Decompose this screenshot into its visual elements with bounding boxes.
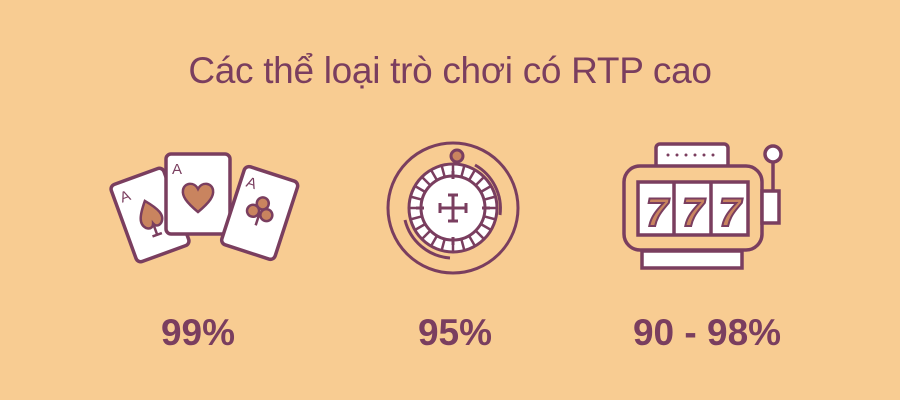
rtp-cards: 99%	[160, 312, 236, 353]
roulette-pocket-divider	[483, 195, 496, 201]
roulette-pocket-divider	[440, 165, 446, 178]
roulette-pocket-divider	[410, 195, 423, 201]
roulette-pocket-divider	[421, 176, 432, 187]
roulette-wheel-icon	[386, 141, 520, 275]
roulette-pocket-divider	[429, 169, 439, 181]
svg-text:A: A	[244, 174, 259, 193]
roulette-pocket-divider	[474, 229, 485, 240]
roulette-pocket-divider	[440, 238, 446, 251]
rtp-roulette: 95%	[417, 312, 493, 353]
roulette-pocket-divider	[414, 222, 426, 232]
roulette-pocket-divider	[460, 165, 466, 178]
roulette-pocket-divider	[414, 184, 426, 194]
playing-cards-icon: A A A	[109, 152, 300, 264]
roulette-pocket-divider	[467, 235, 477, 247]
roulette-pocket-divider	[460, 238, 466, 251]
card-heart: A	[164, 152, 232, 236]
svg-text:7: 7	[719, 191, 743, 235]
page-title: Các thể loại trò chơi có RTP cao	[188, 50, 712, 91]
slot-machine-icon: 7 7 7	[622, 142, 783, 270]
svg-text:7: 7	[646, 191, 670, 235]
card-club: A	[219, 164, 300, 262]
roulette-pocket-divider	[480, 222, 492, 232]
roulette-pocket-divider	[467, 169, 477, 181]
roulette-pocket-divider	[429, 235, 439, 247]
roulette-pocket-divider	[410, 215, 423, 221]
roulette-pocket-divider	[421, 229, 432, 240]
svg-text:7: 7	[682, 191, 706, 235]
svg-text:A: A	[172, 161, 182, 178]
roulette-pocket-divider	[480, 184, 492, 194]
roulette-pocket-divider	[483, 215, 496, 221]
roulette-pocket-divider	[474, 176, 485, 187]
rtp-slots: 90 - 98%	[632, 312, 782, 353]
